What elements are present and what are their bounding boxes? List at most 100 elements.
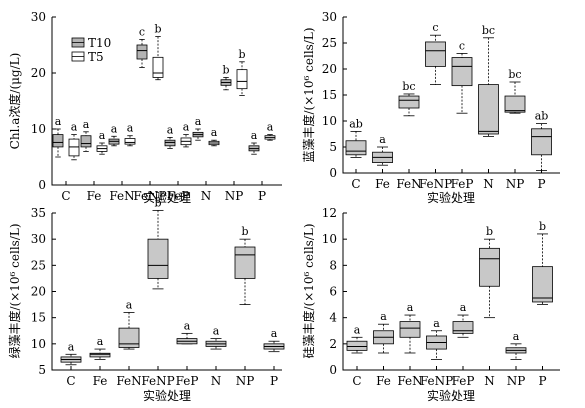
panel-chla-t10-fen: a	[108, 122, 120, 147]
panel-chla-t10-np: b	[220, 63, 232, 91]
panel-chla-x-tick-label: NP	[225, 189, 244, 203]
panel-chla-t5-c: a	[68, 121, 80, 161]
panel-diatoms-y-tick-label: 12	[322, 206, 337, 220]
panel-chla-x-tick-label: P	[258, 189, 266, 203]
significance-label: a	[55, 115, 62, 128]
panel-chla-t10-fe: a	[80, 118, 92, 152]
box-iqr	[479, 247, 500, 287]
panel-diatoms-x-tick-label: FeNP	[420, 374, 453, 388]
panel-chla-x-tick-label: FeNP	[133, 189, 166, 203]
panel-cyanobacteria-y-tick-label: 25	[322, 36, 337, 50]
panel-chla-x-tick-label: C	[61, 189, 70, 203]
box-iqr	[398, 95, 420, 109]
significance-label: b	[486, 225, 493, 238]
panel-cyanobacteria-y-tick-label: 10	[322, 114, 337, 128]
panel-cyanobacteria-x-tick-label: P	[537, 177, 545, 191]
significance-label: b	[241, 225, 248, 238]
significance-label: bc	[402, 80, 415, 93]
significance-label: a	[97, 335, 104, 348]
panel-diatoms-x-tick-label: N	[484, 374, 495, 388]
panel-cyanobacteria-x-tick-label: FeN	[396, 177, 421, 191]
panel-chla-t5-fe: a	[96, 129, 108, 155]
panel-chla-y-ticks: 0 10 20 30	[31, 10, 56, 192]
significance-label: a	[267, 121, 274, 134]
panel-diatoms-y-tick-label: 8	[329, 258, 337, 272]
panel-cyanobacteria-x-tick-label: FeNP	[419, 177, 452, 191]
panel-green-algae-box-p: a	[263, 327, 285, 353]
panel-chla-y-tick-label: 20	[31, 66, 46, 80]
panel-cyanobacteria-x-tick-label: NP	[506, 177, 525, 191]
significance-label: a	[126, 298, 133, 311]
panel-diatoms-x-axis-title: 实验处理	[427, 388, 475, 403]
panel-green-algae-box-np: b	[234, 225, 256, 305]
panel-chla-t10-fep: a	[164, 123, 176, 150]
significance-label: a	[71, 121, 78, 134]
panel-cyanobacteria-boxes: ab a bc c c bc bc ab	[345, 21, 552, 171]
panel-chla-frame	[51, 17, 282, 186]
significance-label: c	[432, 21, 438, 34]
panel-diatoms-frame	[342, 213, 560, 371]
panel-chla-x-axis-title: 实验处理	[143, 190, 191, 205]
box-iqr	[399, 321, 421, 338]
panel-diatoms-x-tick-label: FeN	[397, 374, 422, 388]
panel-green-algae-box-fep: a	[176, 319, 198, 345]
box-iqr	[147, 238, 169, 279]
panel-diatoms-box-fenp: a	[426, 317, 447, 360]
significance-label: a	[213, 325, 220, 338]
significance-label: a	[68, 340, 75, 353]
panel-green-algae-box-n: a	[205, 325, 227, 350]
panel-cyanobacteria-box-fe: a	[372, 133, 393, 166]
significance-label: a	[195, 115, 202, 128]
panel-chla-t5-np: b	[236, 48, 248, 96]
panel-diatoms-x-tick-label: Fe	[376, 374, 391, 388]
box-iqr	[452, 321, 474, 334]
box-iqr	[68, 138, 80, 157]
panel-diatoms-x-tick-label: NP	[507, 374, 526, 388]
panel-green-algae-box-fenp: b	[147, 196, 169, 290]
panel-green-algae-x-tick-label: Fe	[93, 374, 108, 388]
panel-cyanobacteria-box-fenp: c	[425, 21, 446, 85]
panel-green-algae-x-tick-label: FeN	[116, 374, 141, 388]
panel-chla-y-tick-label: 30	[31, 10, 46, 24]
panel-green-algae-x-tick-label: P	[270, 374, 278, 388]
panel-diatoms-box-np: a	[505, 330, 527, 360]
panel-green-algae-box-fe: a	[89, 335, 111, 360]
legend: T10 T5	[71, 36, 111, 64]
panel-green-algae-y-tick-label: 35	[31, 206, 46, 220]
significance-label: a	[184, 319, 191, 332]
significance-label: a	[111, 122, 118, 135]
box-iqr	[236, 69, 248, 90]
panel-diatoms-y-tick-label: 2	[329, 337, 337, 351]
box-iqr	[80, 135, 92, 148]
panel-green-algae-x-tick-label: N	[211, 374, 222, 388]
panel-diatoms-y-axis-title: 硅藻丰度/(×10⁶ cells/L)	[301, 223, 316, 358]
significance-label: bc	[508, 68, 521, 81]
panel-diatoms-x-tick-label: C	[352, 374, 361, 388]
significance-label: a	[433, 317, 440, 330]
box-iqr	[425, 41, 446, 67]
panel-chla-x-tick-label: FeP	[167, 189, 190, 203]
significance-label: a	[513, 330, 520, 343]
panel-chla-t10-p: a	[248, 129, 260, 155]
panel-chla-t5-fep: a	[180, 121, 192, 148]
box-iqr	[345, 140, 367, 156]
panel-cyanobacteria-y-axis-title: 蓝藻丰度/(×10⁶ cells/L)	[301, 27, 316, 162]
significance-label: ab	[349, 117, 363, 130]
panel-chla-y-tick-label: 10	[31, 122, 46, 136]
significance-label: c	[139, 25, 145, 38]
panel-chla-t10-n: a	[192, 115, 204, 141]
panel-chla-x-tick-label: FeN	[109, 189, 134, 203]
panel-cyanobacteria-x-axis-title: 实验处理	[427, 190, 475, 205]
significance-label: ab	[535, 110, 549, 123]
panel-cyanobacteria-box-c: ab	[345, 117, 367, 158]
box-iqr	[504, 95, 526, 113]
panel-green-algae-y-tick-label: 20	[31, 285, 46, 299]
panel-chla-y-axis-title: Chl.a浓度/(μg/L)	[7, 53, 22, 150]
